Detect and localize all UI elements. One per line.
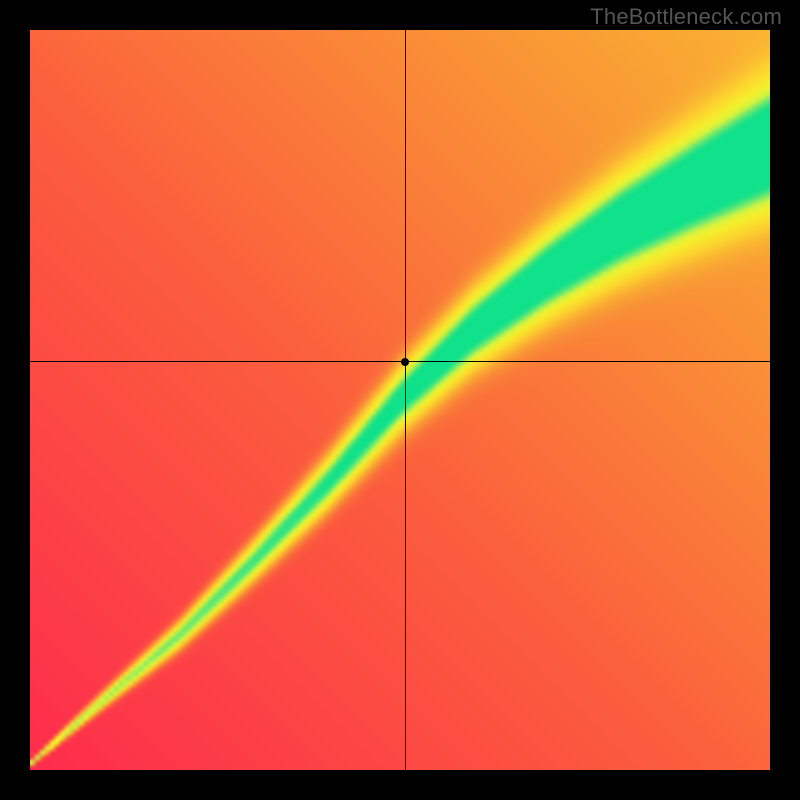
- chart-container: TheBottleneck.com: [0, 0, 800, 800]
- plot-area: [30, 30, 770, 770]
- heatmap-canvas: [30, 30, 770, 770]
- attribution-text: TheBottleneck.com: [590, 4, 782, 30]
- marker-dot: [401, 358, 409, 366]
- crosshair-vertical: [405, 30, 406, 770]
- crosshair-horizontal: [30, 361, 770, 362]
